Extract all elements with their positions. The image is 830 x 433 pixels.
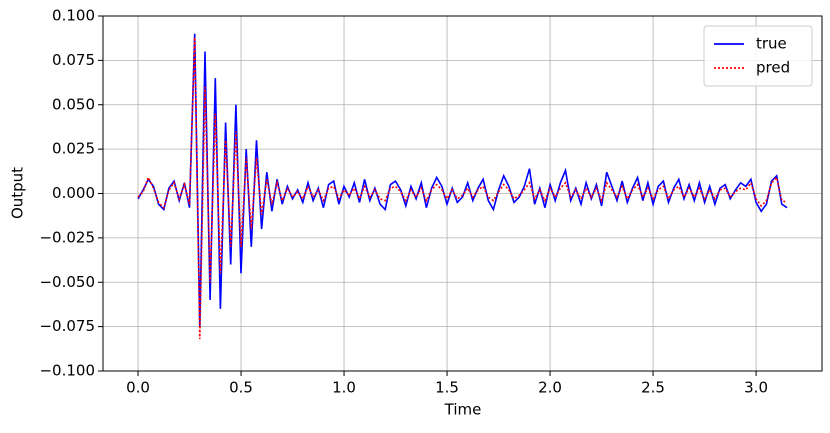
y-tick-label: 0.000 (52, 184, 95, 202)
y-tick-label: −0.025 (39, 228, 95, 246)
y-tick-label: 0.075 (52, 51, 95, 69)
legend-box (703, 25, 813, 87)
x-tick-label: 1.0 (332, 379, 356, 397)
plot-frame (102, 15, 823, 372)
y-tick-label: 0.100 (52, 7, 95, 25)
x-tick-label: 2.5 (641, 379, 665, 397)
x-tick-label: 2.0 (538, 379, 562, 397)
data-line (137, 37, 788, 340)
x-tick-label: 0.5 (229, 379, 253, 397)
y-axis-label: Output (9, 167, 27, 219)
y-tick-label: −0.100 (39, 362, 95, 380)
legend-label: true (756, 35, 787, 53)
y-tick-label: 0.025 (52, 140, 95, 158)
y-tick-label: −0.075 (39, 317, 95, 335)
x-tick-label: 0.0 (126, 379, 150, 397)
x-tick-label: 3.0 (744, 379, 768, 397)
x-tick-label: 1.5 (435, 379, 459, 397)
data-line (137, 33, 788, 327)
y-tick-label: 0.050 (52, 95, 95, 113)
x-axis-label: Time (444, 401, 482, 419)
legend-label: pred (756, 59, 790, 77)
y-tick-label: −0.050 (39, 273, 95, 291)
